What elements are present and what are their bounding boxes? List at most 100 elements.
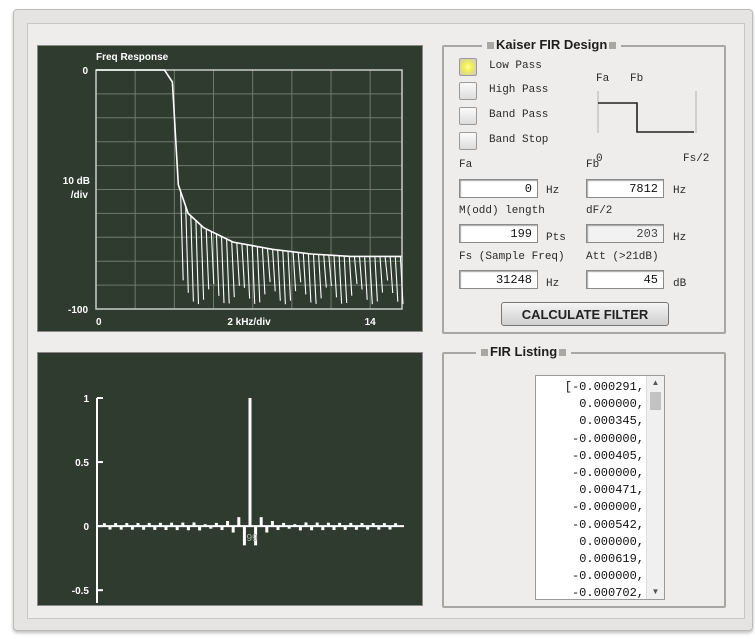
plot-frame [95, 69, 403, 310]
scroll-up-arrow-icon[interactable]: ▲ [651, 378, 660, 387]
coef-bar [198, 526, 202, 531]
impulse-bar [248, 398, 252, 527]
fir-coefficient-line: [-0.000291, [564, 380, 644, 394]
y-bottom-label: -100 [68, 305, 88, 316]
band-stop-label: Band Stop [489, 134, 549, 146]
fir-coefficient-line: -0.000000, [571, 466, 644, 481]
m-length-input[interactable]: 199 [459, 224, 538, 243]
kaiser-design-group: Kaiser FIR Design Low Pass High Pass Ban… [442, 37, 726, 334]
low-pass-label: Low Pass [489, 60, 542, 72]
main-panel: Freq Response 0 10 dB/div -100 0 2 kHz/div 14 … [27, 23, 745, 619]
impulse-bar [254, 526, 258, 546]
coef-bar [321, 526, 325, 531]
coef-bar [377, 526, 381, 530]
coef-bar [170, 522, 174, 527]
fa-input[interactable]: 0 [459, 179, 538, 198]
app-window: Freq Response 0 10 dB/div -100 0 2 kHz/div 14 … [13, 9, 753, 631]
coef-bar [114, 523, 118, 527]
diagram-fs2-label: Fs/2 [683, 153, 709, 165]
impulse-bar [259, 517, 263, 527]
fb-input[interactable]: 7812 [586, 179, 664, 198]
y-tick-label: 0 [83, 522, 89, 533]
scroll-thumb[interactable] [650, 392, 661, 410]
impulse-bar [226, 521, 230, 527]
y-tick-label: 0.5 [75, 458, 89, 469]
coef-bar [360, 523, 364, 527]
m-length-unit: Pts [546, 232, 566, 244]
coef-bar [130, 526, 134, 530]
coef-bar [158, 522, 162, 527]
y-tick-label: -0.5 [72, 586, 90, 597]
coef-bar [175, 526, 179, 531]
stopband-ripple [180, 191, 404, 305]
impulse-bar [209, 526, 213, 529]
impulse-bar [231, 526, 235, 533]
y-scale-unit-label: /div [71, 190, 89, 201]
fir-coefficient-line: -0.000405, [571, 448, 644, 463]
band-pass-radio[interactable] [459, 107, 477, 125]
coef-bar [388, 526, 392, 530]
listing-scrollbar[interactable]: ▲ ▼ [646, 376, 664, 599]
y-top-label: 0 [82, 66, 88, 77]
high-pass-label: High Pass [489, 84, 549, 96]
freq-response-plot: Freq Response 0 10 dB/div -100 0 2 kHz/div 14 [37, 45, 423, 332]
fs-input[interactable]: 31248 [459, 270, 538, 289]
fa-unit: Hz [546, 185, 560, 197]
x-left-label: 0 [96, 317, 102, 328]
impulse-bar [203, 524, 207, 527]
freq-response-chart: Freq Response 0 10 dB/div -100 0 2 kHz/div 14 [63, 52, 404, 328]
fir-coefficient-line: -0.000000, [571, 500, 644, 515]
impulse-bar [270, 521, 274, 527]
coef-bar [153, 526, 157, 530]
coef-bar [332, 526, 336, 530]
fir-coefficient-line: -0.000000, [571, 569, 644, 584]
df-unit: Hz [673, 232, 687, 244]
coef-bar [304, 522, 308, 527]
scroll-down-arrow-icon[interactable]: ▼ [651, 587, 660, 596]
fir-coefficient-line: 0.000000, [579, 397, 644, 412]
coef-bar [142, 526, 146, 530]
fir-listing-box[interactable]: [-0.000291, 0.000000, 0.000345, -0.000000, -… [535, 375, 665, 600]
impulse-bar [287, 526, 291, 529]
impulse-response-plot: 1 0.5 0 -0.5 99 [37, 352, 423, 606]
kaiser-design-title: Kaiser FIR Design [482, 37, 622, 52]
coef-bar [108, 526, 112, 530]
coef-bar [349, 522, 353, 527]
low-pass-radio[interactable] [459, 58, 477, 76]
coef-bar [343, 526, 347, 530]
impulse-bar [282, 522, 286, 527]
impulse-bar [220, 526, 224, 530]
filter-shape-diagram: Fa Fb 0 Fs/2 [596, 73, 709, 165]
diagram-fa-label: Fa [596, 73, 610, 85]
coef-bar [192, 522, 196, 527]
band-stop-radio[interactable] [459, 132, 477, 150]
y-tick-label: 1 [83, 394, 89, 405]
coef-bar [315, 522, 319, 527]
y-scale-label: 10 dB [63, 176, 90, 187]
m-length-label: M(odd) length [459, 205, 545, 217]
calculate-filter-button[interactable]: CALCULATE FILTER [501, 302, 669, 326]
coef-bar [147, 522, 151, 527]
coef-bar [371, 523, 375, 527]
fir-listing-title: FIR Listing [476, 344, 572, 359]
att-label: Att (>21dB) [586, 251, 659, 263]
coef-bar [326, 522, 330, 527]
coef-bar [102, 523, 106, 527]
fb-unit: Hz [673, 185, 687, 197]
coef-bar [186, 526, 190, 531]
fs-unit: Hz [546, 278, 560, 290]
impulse-bar [293, 524, 297, 527]
df-label: dF/2 [586, 205, 613, 217]
impulse-bar [242, 526, 246, 546]
x-scale-label: 2 kHz/div [227, 317, 271, 328]
fir-coefficient-line: 0.000471, [579, 483, 644, 498]
high-pass-radio[interactable] [459, 82, 477, 100]
impulse-bar [265, 526, 269, 533]
df-output: 203 [586, 224, 664, 243]
fir-coefficient-line: -0.000542, [571, 517, 644, 532]
impulse-bar [214, 522, 218, 527]
coef-bar [136, 523, 140, 527]
fir-coefficient-line: 0.000000, [579, 534, 644, 549]
att-input[interactable]: 45 [586, 270, 664, 289]
coef-bar [310, 526, 314, 531]
